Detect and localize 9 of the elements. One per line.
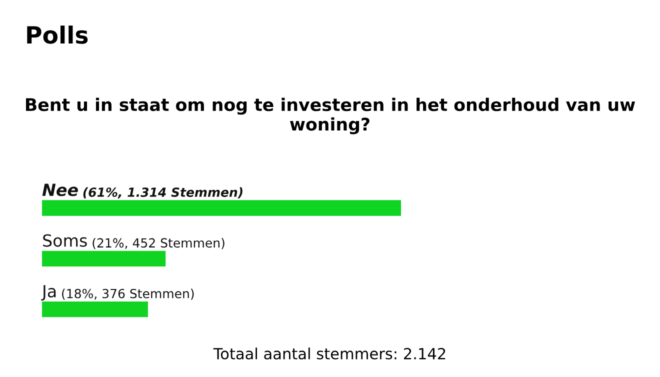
y-tick-label: Ja	[41, 285, 56, 301]
y-tick-label: Soms	[43, 234, 87, 247]
data-label: (21%, 452 Stemmen)	[92, 238, 224, 250]
data-label: (61%, 1.314 Stemmen)	[83, 187, 242, 199]
y-tick-label: Nee	[42, 184, 78, 196]
chart-title: Polls	[27, 26, 88, 44]
chart-subtitle: Bent u in staat om nog te investeren in het onderhoud van uw woning?	[26, 98, 636, 134]
data-label: (18%, 376 Stemmen)	[62, 288, 194, 300]
text: Totaal aantal stemmers: 2.142	[213, 348, 446, 360]
